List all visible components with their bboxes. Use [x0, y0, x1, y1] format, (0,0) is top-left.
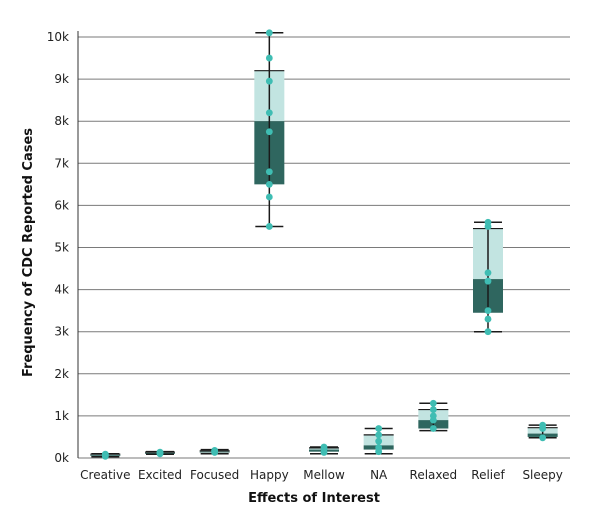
data-point: [211, 447, 219, 454]
x-tick-labels: Creative Excited Focused Happy Mellow NA Relax…: [80, 468, 563, 482]
data-point: [484, 315, 492, 323]
box-na: [363, 425, 394, 456]
data-point: [265, 223, 273, 230]
data-point: [265, 168, 273, 176]
data-point: [429, 406, 437, 413]
data-point: [375, 437, 383, 445]
data-point: [484, 269, 492, 277]
y-tick-label: 9k: [54, 72, 69, 86]
y-tick-label: 2k: [54, 367, 69, 381]
data-point: [484, 307, 492, 315]
data-point: [265, 29, 273, 37]
x-tick-label: Sleepy: [522, 468, 562, 482]
box-focused: [199, 447, 230, 456]
data-point: [265, 128, 273, 136]
x-tick-label: Excited: [138, 468, 182, 482]
data-point: [484, 223, 492, 230]
x-tick-label: NA: [370, 468, 388, 482]
box-relief: [473, 218, 503, 336]
box-relaxed: [418, 399, 449, 432]
y-tick-label: 5k: [54, 241, 69, 255]
box-happy: [254, 29, 285, 230]
data-point: [484, 277, 492, 285]
x-tick-label: Relaxed: [410, 468, 458, 482]
gridlines: [78, 36, 570, 459]
x-tick-label: Focused: [190, 468, 239, 482]
data-point: [265, 180, 273, 188]
box-creative: [90, 450, 121, 460]
x-axis-title: Effects of Interest: [248, 491, 380, 506]
y-tick-label: 6k: [54, 198, 69, 212]
y-tick-label: 8k: [54, 114, 69, 128]
data-point: [101, 450, 109, 458]
box-excited: [145, 448, 175, 458]
y-tick-label: 10k: [47, 30, 69, 44]
data-point: [429, 399, 437, 407]
x-tick-label: Relief: [471, 468, 505, 482]
data-point: [265, 54, 273, 62]
data-point: [375, 425, 383, 432]
data-point: [265, 77, 273, 85]
data-point: [484, 328, 492, 336]
box-mellow: [309, 443, 339, 456]
data-point: [156, 448, 164, 456]
data-point: [375, 431, 383, 439]
data-point: [265, 193, 273, 201]
box-sleepy: [527, 421, 558, 442]
data-point: [539, 421, 547, 429]
y-tick-label: 1k: [54, 409, 69, 423]
x-tick-label: Creative: [80, 468, 130, 482]
x-tick-label: Happy: [250, 468, 289, 482]
y-tick-label: 3k: [54, 325, 69, 339]
data-point: [539, 434, 547, 442]
boxes: [90, 29, 558, 460]
y-tick-label: 7k: [54, 156, 69, 170]
y-axis-title: Frequency of CDC Reported Cases: [21, 128, 36, 377]
data-point: [429, 412, 437, 420]
data-point: [429, 425, 437, 432]
y-tick-label: 0k: [54, 451, 69, 465]
data-point: [375, 444, 383, 451]
y-tick-labels: 0k 1k 2k 3k 4k 5k 6k 7k 8k 9k 10k: [47, 30, 69, 465]
y-tick-label: 4k: [54, 283, 69, 297]
data-point: [265, 109, 273, 117]
x-tick-label: Mellow: [303, 468, 345, 482]
data-point: [320, 443, 328, 451]
